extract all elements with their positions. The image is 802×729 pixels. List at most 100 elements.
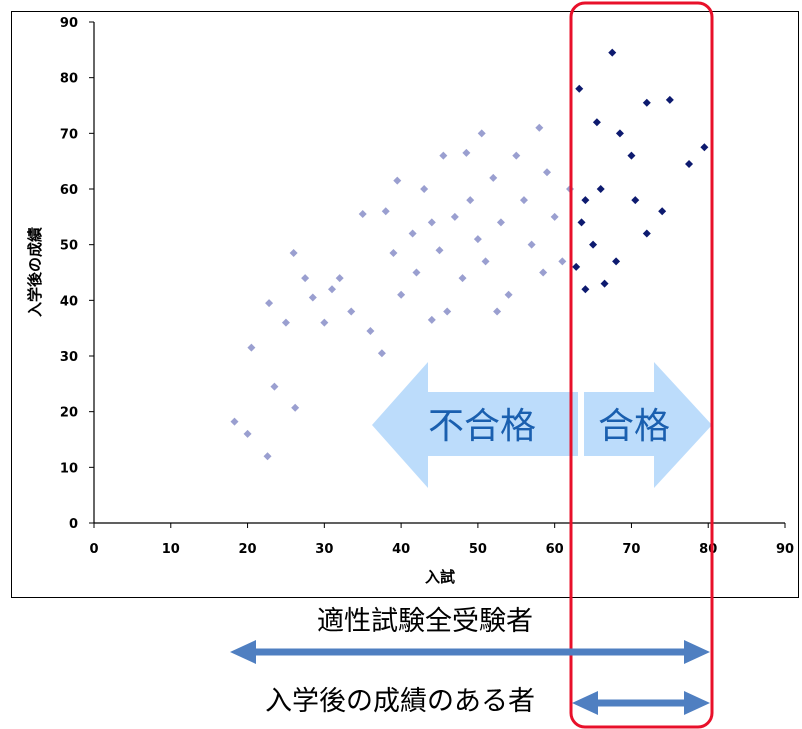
fail-data-point: [427, 218, 436, 227]
fail-data-point: [427, 315, 436, 324]
x-tick-label: 10: [162, 542, 180, 557]
fail-data-point: [462, 148, 471, 157]
fail-data-point: [265, 299, 274, 308]
fail-data-point: [270, 382, 279, 391]
fail-data-point: [408, 229, 417, 238]
fail-data-point: [504, 290, 513, 299]
fail-data-point: [481, 257, 490, 266]
y-tick-label: 30: [60, 350, 78, 365]
y-axis-title: 入学後の成績: [26, 227, 44, 317]
fail-data-point: [247, 343, 256, 352]
fail-data-point: [473, 235, 482, 244]
x-tick-label: 50: [469, 542, 487, 557]
x-tick-label: 80: [699, 542, 717, 557]
fail-data-point: [519, 196, 528, 205]
fail-data-point: [328, 285, 337, 294]
pass-data-point: [642, 98, 651, 107]
fail-data-point: [243, 429, 252, 438]
pass-data-point: [572, 262, 581, 271]
y-tick-label: 40: [60, 294, 78, 309]
fail-data-point: [558, 257, 567, 266]
pass-data-point: [581, 285, 590, 294]
fail-data-point: [550, 212, 559, 221]
with-grades-arrow: [572, 691, 710, 715]
fail-data-point: [535, 123, 544, 132]
fail-data-point: [466, 196, 475, 205]
fail-arrow-label: 不合格: [428, 406, 536, 447]
fail-data-point: [542, 168, 551, 177]
all-examinees-label: 適性試験全受験者: [317, 606, 533, 637]
pass-data-point: [627, 151, 636, 160]
y-tick-label: 10: [60, 461, 78, 476]
fail-data-point: [301, 274, 310, 283]
fail-data-point: [443, 307, 452, 316]
fail-data-point: [347, 307, 356, 316]
x-tick-label: 30: [315, 542, 333, 557]
x-tick-label: 0: [89, 542, 98, 557]
x-tick-label: 40: [392, 542, 410, 557]
pass-data-point: [577, 218, 586, 227]
fail-data-point: [496, 218, 505, 227]
pass-arrow-label: 合格: [598, 406, 670, 447]
y-axis-ticks: 0 10 20 30 40 50 60 70 80 90: [60, 16, 94, 532]
fail-data-point: [230, 417, 239, 426]
fail-data-point: [263, 452, 272, 461]
pass-data-point: [665, 95, 674, 104]
pass-data-point: [615, 129, 624, 138]
pass-data-point: [658, 207, 667, 216]
fail-arrow: 不合格: [372, 362, 578, 488]
y-tick-label: 70: [60, 127, 78, 142]
fail-data-point: [527, 240, 536, 249]
fail-data-point: [435, 246, 444, 255]
fail-data-point: [308, 293, 317, 302]
fail-data-point: [358, 210, 367, 219]
fail-data-point: [489, 173, 498, 182]
y-tick-label: 50: [60, 239, 78, 254]
fail-data-point: [512, 151, 521, 160]
scatter-points: [230, 48, 709, 461]
pass-data-point: [600, 279, 609, 288]
with-grades-label: 入学後の成績のある者: [265, 686, 535, 717]
chart-frame: [11, 11, 799, 598]
fail-data-point: [281, 318, 290, 327]
fail-data-point: [412, 268, 421, 277]
fail-data-point: [320, 318, 329, 327]
fail-data-point: [377, 349, 386, 358]
x-axis-title: 入試: [425, 568, 455, 586]
x-tick-label: 90: [776, 542, 794, 557]
x-tick-label: 70: [622, 542, 640, 557]
fail-data-point: [381, 207, 390, 216]
pass-data-point: [642, 229, 651, 238]
fail-data-point: [439, 151, 448, 160]
threshold-box: [569, 1, 714, 729]
fail-data-point: [291, 403, 300, 412]
x-tick-label: 60: [546, 542, 564, 557]
fail-data-point: [366, 326, 375, 335]
pass-data-point: [589, 240, 598, 249]
pass-data-point: [685, 159, 694, 168]
fail-data-point: [477, 129, 486, 138]
y-tick-label: 80: [60, 72, 78, 87]
axes: [93, 22, 785, 524]
pass-data-point: [592, 118, 601, 127]
fail-data-point: [289, 249, 298, 258]
y-tick-label: 60: [60, 183, 78, 198]
fail-arrow-shape: [372, 362, 578, 488]
pass-data-point: [608, 48, 617, 57]
y-tick-label: 20: [60, 406, 78, 421]
fail-data-point: [450, 212, 459, 221]
pass-data-point: [631, 196, 640, 205]
x-tick-label: 20: [239, 542, 257, 557]
pass-data-point: [596, 185, 605, 193]
fail-data-point: [493, 307, 502, 316]
fail-data-point: [389, 249, 398, 258]
pass-data-point: [581, 196, 590, 205]
fail-data-point: [397, 290, 406, 299]
pass-arrow-shape: [584, 362, 712, 488]
fail-data-point: [420, 185, 429, 193]
y-tick-label: 90: [60, 16, 78, 31]
pass-data-point: [700, 143, 709, 152]
fail-data-point: [335, 274, 344, 283]
all-examinees-arrow: [230, 640, 710, 664]
